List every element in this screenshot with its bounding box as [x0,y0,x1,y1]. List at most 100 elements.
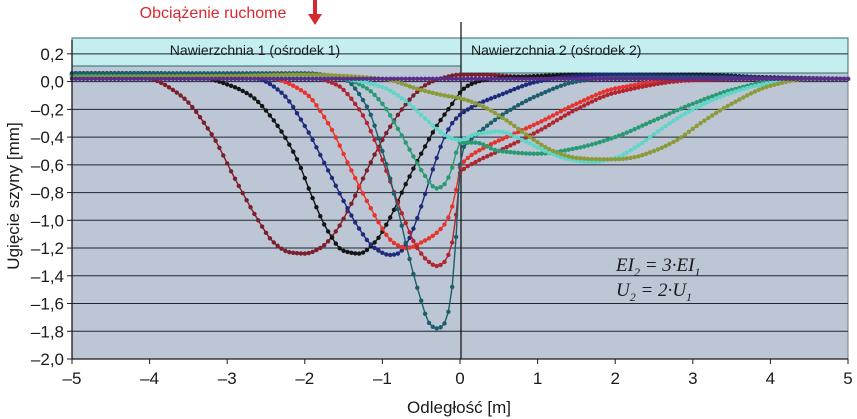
series-point [461,140,467,145]
series-point [659,76,664,82]
series-point [399,81,404,86]
series-point [244,73,249,78]
series-point [419,151,424,156]
series-point [419,167,424,173]
series-point [554,118,560,123]
series-point [481,126,486,131]
series-point [356,76,362,82]
series-point [519,137,525,143]
series-point [725,103,730,109]
series-point [671,139,676,145]
series-point [461,76,467,82]
series-point [155,76,160,82]
series-point [729,90,734,95]
series-point [283,72,288,78]
series-point [457,90,463,95]
series-point [322,114,327,120]
series-point [291,250,296,255]
pavement-2-label: Nawierzchnia 2 (ośrodek 2) [471,42,641,58]
series-point [671,76,676,82]
series-point [465,140,470,145]
series-point [702,97,707,102]
series-point [744,93,750,98]
series-point [279,129,284,134]
series-point [613,90,618,95]
series-point [535,121,540,126]
series-point [380,76,385,82]
series-point [620,152,626,157]
series-point [519,129,525,134]
series-point [558,151,564,157]
series-point [694,105,699,110]
series-point [380,101,385,107]
series-point [174,90,179,95]
series-point [752,83,758,89]
series-point [442,259,447,265]
series-point [306,186,311,191]
series-point [275,76,280,82]
series-point [578,145,583,150]
series-point [279,246,284,251]
series-point [395,207,401,212]
series-point [368,76,373,82]
series-point [647,135,653,140]
series-point [318,214,323,219]
y-tick-label: –0,6 [31,156,64,175]
series-point [562,148,567,153]
series-point [360,250,366,255]
series-point [628,128,633,134]
series-point [174,76,179,82]
series-point [481,130,486,136]
series-point [143,76,148,82]
series-point [570,146,575,152]
series-point [550,113,556,118]
series-point [574,146,579,151]
series-point [430,262,435,267]
series-point [81,76,86,82]
series-point [686,129,692,134]
series-point [519,76,525,82]
series-point [504,109,509,115]
series-point [570,109,575,114]
series-point [500,91,505,97]
series-point [166,85,172,90]
series-point [341,198,346,204]
series-point [500,149,505,154]
series-point [741,87,746,92]
series-point [314,103,319,108]
series-point [376,83,381,89]
series-point [287,99,292,104]
series-point [523,82,529,88]
series-point [616,76,622,82]
series-point [690,76,695,82]
series-point [659,145,664,150]
series-point [314,247,319,253]
x-tick-label: –4 [140,369,159,388]
series-point [628,155,633,161]
series-point [593,97,598,103]
series-point [403,240,408,246]
series-point [225,76,230,82]
series-point [271,72,276,78]
series-point [325,168,331,173]
series-point [244,198,249,203]
series-point [442,182,447,187]
series-point [291,72,296,77]
series-point [252,73,257,78]
series-point [364,80,370,85]
series-point [640,76,645,82]
series-point [407,174,412,179]
series-point [450,73,455,78]
series-point [450,136,455,141]
series-point [221,76,226,82]
series-point [613,86,618,91]
series-point [531,143,536,148]
series-point [605,88,610,93]
series-point [791,76,796,82]
series-point [395,112,401,118]
series-point [205,126,210,131]
series-point [450,101,455,107]
series-point [356,107,362,112]
series-point [512,87,517,92]
series-point [702,76,707,82]
